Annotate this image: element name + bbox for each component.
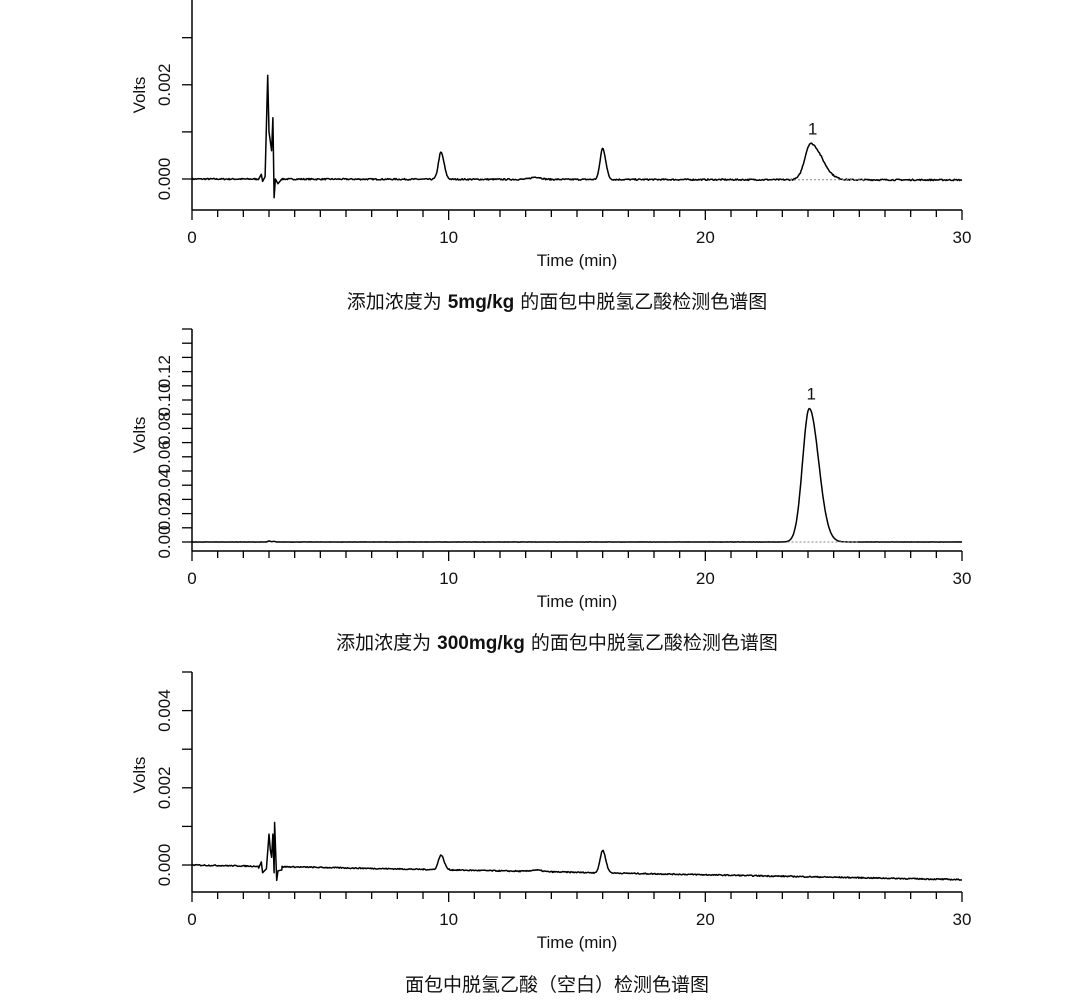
y-axis-title: Volts (130, 757, 149, 794)
chromatogram-trace (191, 407, 963, 543)
y-tick-label: 0.04 (155, 469, 174, 502)
y-tick-label: 0.06 (155, 440, 174, 473)
x-tick-label: 20 (696, 910, 715, 929)
y-tick-label: 0.00 (155, 525, 174, 558)
x-tick-label: 0 (187, 910, 196, 929)
y-tick-label: 0.12 (155, 355, 174, 388)
chart-panel-3: 0 10 20 30 Time (min) 0.000 0.002 0.004 Volts 面包中… (130, 671, 972, 996)
y-tick-label: 0.000 (155, 844, 174, 887)
caption-concentration: 5mg/kg (448, 292, 515, 313)
y-tick-label: 0.002 (155, 767, 174, 810)
y-tick-label: 0.002 (155, 64, 174, 107)
x-axis-title: Time (min) (537, 592, 618, 611)
x-tick-label: 0 (187, 228, 196, 247)
caption-prefix: 添加浓度为 (347, 291, 448, 313)
caption-prefix: 面包中脱氢乙酸（空白）检测色谱图 (405, 974, 709, 996)
chart-caption: 面包中脱氢乙酸（空白）检测色谱图 (405, 974, 709, 996)
x-tick-label: 0 (187, 569, 196, 588)
caption-prefix: 添加浓度为 (336, 632, 437, 654)
x-tick-label: 30 (953, 228, 972, 247)
x-tick-label: 20 (696, 569, 715, 588)
x-tick-label: 10 (439, 569, 458, 588)
chromatogram-trace (191, 74, 963, 199)
y-tick-label: 0.000 (155, 158, 174, 201)
y-axis-title: Volts (130, 77, 149, 114)
chart-caption: 添加浓度为 5mg/kg 的面包中脱氢乙酸检测色谱图 (347, 291, 768, 313)
y-tick-label: 0.02 (155, 497, 174, 530)
caption-concentration: 300mg/kg (437, 633, 525, 654)
y-tick-label: 0.004 (155, 689, 174, 732)
caption-suffix: 的面包中脱氢乙酸检测色谱图 (525, 632, 778, 654)
peak-label: 1 (808, 119, 817, 138)
x-tick-label: 10 (439, 910, 458, 929)
x-tick-label: 30 (953, 569, 972, 588)
chart-panel-1: 0 10 20 30 Time (min) 0.000 0.002 Volts 1 添加浓度为 5… (130, 0, 971, 313)
y-tick-label: 0.10 (155, 383, 174, 416)
x-axis-title: Time (min) (537, 933, 618, 952)
peak-label: 1 (807, 385, 816, 404)
x-axis-title: Time (min) (537, 251, 618, 270)
x-tick-label: 10 (439, 228, 458, 247)
y-tick-label: 0.08 (155, 412, 174, 445)
y-axis-title: Volts (130, 417, 149, 454)
caption-suffix: 的面包中脱氢乙酸检测色谱图 (514, 291, 767, 313)
chromatogram-trace (191, 821, 963, 882)
x-tick-label: 20 (696, 228, 715, 247)
chart-caption: 添加浓度为 300mg/kg 的面包中脱氢乙酸检测色谱图 (336, 632, 778, 654)
x-tick-label: 30 (953, 910, 972, 929)
